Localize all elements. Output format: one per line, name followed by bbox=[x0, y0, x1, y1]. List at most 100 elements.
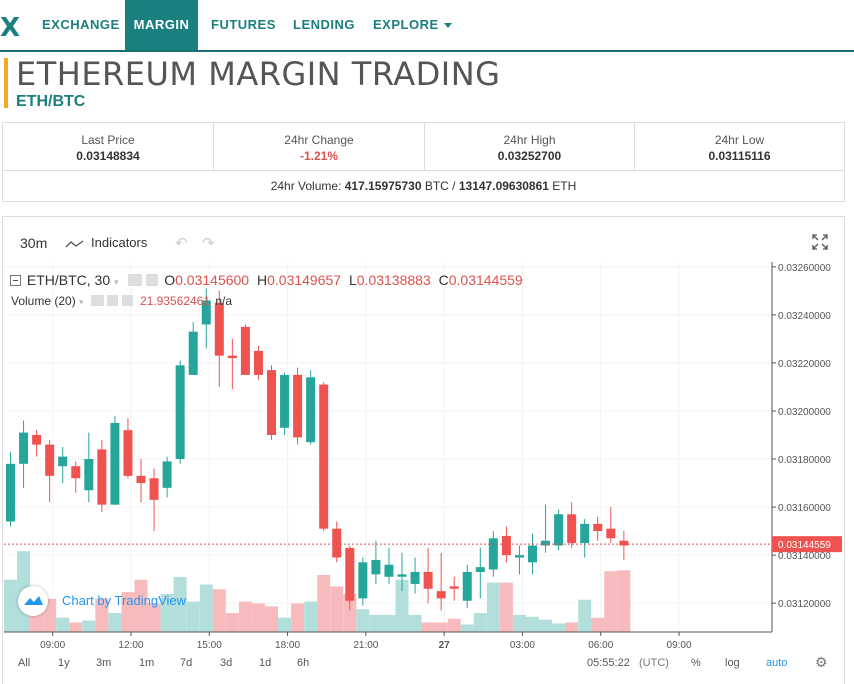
volume-bar bbox=[265, 606, 278, 632]
candle-body bbox=[541, 540, 551, 546]
candle-body bbox=[410, 571, 420, 584]
candle-body bbox=[293, 374, 303, 438]
range-all[interactable]: All bbox=[18, 657, 31, 669]
range-7d[interactable]: 7d bbox=[180, 657, 193, 669]
candle-body bbox=[6, 463, 15, 522]
tradingview-link[interactable]: Chart by TradingView bbox=[62, 593, 187, 608]
time-tick-label: 03:00 bbox=[510, 640, 535, 651]
legend-h-label: H bbox=[256, 272, 268, 288]
auto-button[interactable]: auto bbox=[766, 657, 788, 669]
candle-body bbox=[253, 350, 263, 375]
range-6h[interactable]: 6h bbox=[297, 657, 310, 669]
range-1y[interactable]: 1y bbox=[58, 657, 70, 669]
nav-item-explore[interactable]: EXPLORE bbox=[361, 0, 464, 50]
nav-item-exchange[interactable]: EXCHANGE bbox=[42, 17, 120, 32]
candle-body bbox=[501, 535, 511, 556]
indicators-label: Indicators bbox=[91, 235, 148, 250]
volume-bar bbox=[460, 624, 474, 632]
candle-body bbox=[175, 365, 185, 460]
volume-bar bbox=[186, 601, 200, 632]
volume-bar bbox=[552, 623, 566, 632]
volume-legend-na: n/a bbox=[215, 294, 233, 308]
candle-body bbox=[358, 562, 368, 599]
candle-body bbox=[45, 444, 55, 476]
time-tick-label: 18:00 bbox=[275, 640, 300, 651]
volume-bar bbox=[82, 620, 96, 632]
price-tick-label: 0.03120000 bbox=[778, 599, 831, 610]
volume-bar bbox=[160, 594, 174, 632]
volume-bar bbox=[304, 601, 318, 632]
chevron-down-icon bbox=[443, 23, 452, 29]
volume-bar bbox=[108, 613, 122, 632]
candle-body bbox=[528, 545, 537, 563]
range-1m[interactable]: 1m bbox=[139, 657, 155, 669]
chevron-down-icon[interactable]: ▾ bbox=[114, 277, 119, 287]
logo-icon[interactable]: X bbox=[0, 13, 21, 43]
time-tick-label: 09:00 bbox=[40, 640, 65, 651]
top-nav: X EXCHANGE MARGIN FUTURES LENDING EXPLOR… bbox=[0, 0, 854, 52]
volume-bar bbox=[408, 614, 422, 632]
volume-eth: 13147.09630861 bbox=[458, 179, 549, 193]
redo-icon[interactable]: ↷ bbox=[202, 235, 215, 252]
volume-btc-unit: BTC / bbox=[424, 179, 456, 193]
volume-bar bbox=[173, 576, 187, 632]
gear-icon[interactable] bbox=[107, 295, 119, 306]
candle-body bbox=[593, 523, 603, 532]
gear-icon[interactable]: ⚙ bbox=[815, 654, 828, 670]
timezone-button[interactable]: (UTC) bbox=[639, 657, 669, 669]
candle-body bbox=[280, 374, 290, 428]
candle-body bbox=[462, 571, 472, 601]
legend-low: 0.03138883 bbox=[356, 272, 431, 288]
volume-bar bbox=[395, 579, 409, 632]
nav-item-futures[interactable]: FUTURES bbox=[211, 17, 276, 32]
chart-toolbar: 30m Indicators ↶ ↷ bbox=[3, 217, 844, 263]
stat-label: 24hr Change bbox=[284, 133, 354, 147]
log-button[interactable]: log bbox=[725, 657, 740, 669]
stat-value: 0.03148834 bbox=[76, 149, 140, 163]
candle-body bbox=[123, 430, 133, 476]
nav-item-margin[interactable]: MARGIN bbox=[125, 0, 198, 50]
candle-body bbox=[514, 555, 524, 558]
range-3d[interactable]: 3d bbox=[220, 657, 233, 669]
candle-body bbox=[397, 574, 407, 577]
candle-body bbox=[306, 377, 316, 443]
eye-icon[interactable] bbox=[90, 295, 104, 306]
volume-bar bbox=[330, 586, 344, 632]
candle-body bbox=[567, 514, 577, 544]
fullscreen-icon[interactable] bbox=[811, 233, 829, 256]
candle-body bbox=[606, 528, 616, 539]
stat-value: 0.03252700 bbox=[497, 149, 562, 163]
volume-bar bbox=[56, 617, 70, 632]
legend-o-label: O bbox=[164, 272, 176, 288]
candle-body bbox=[58, 456, 68, 467]
candle-body bbox=[71, 466, 81, 479]
volume-bar bbox=[369, 614, 383, 632]
legend-close: 0.03144559 bbox=[448, 272, 523, 288]
undo-icon[interactable]: ↶ bbox=[175, 235, 188, 252]
candle-body bbox=[188, 331, 198, 375]
stat-value: -1.21% bbox=[299, 149, 339, 163]
range-3m[interactable]: 3m bbox=[96, 657, 112, 669]
volume-label: 24hr Volume: bbox=[270, 179, 342, 193]
title-accent-bar bbox=[4, 58, 8, 108]
nav-item-lending[interactable]: LENDING bbox=[293, 17, 355, 32]
volume-bar bbox=[225, 613, 239, 632]
gear-icon[interactable] bbox=[146, 274, 159, 286]
collapse-icon[interactable] bbox=[10, 275, 21, 286]
tradingview-logo-icon[interactable] bbox=[18, 586, 48, 616]
volume-bar bbox=[278, 617, 292, 632]
volume-bar bbox=[95, 598, 109, 632]
percent-button[interactable]: % bbox=[691, 657, 701, 669]
close-icon[interactable] bbox=[121, 295, 133, 306]
legend-c-label: C bbox=[438, 272, 449, 288]
eye-icon[interactable] bbox=[128, 274, 143, 286]
range-1d[interactable]: 1d bbox=[259, 657, 272, 669]
stat-24hr-volume: 24hr Volume: 417.15975730 BTC / 13147.09… bbox=[3, 170, 844, 202]
indicators-button[interactable]: Indicators bbox=[65, 235, 147, 250]
chevron-down-icon[interactable]: ▾ bbox=[79, 297, 84, 307]
price-tick-label: 0.03180000 bbox=[778, 455, 831, 466]
time-tick-label: 12:00 bbox=[118, 640, 143, 651]
interval-button[interactable]: 30m bbox=[20, 235, 48, 251]
volume-bar bbox=[317, 575, 331, 632]
